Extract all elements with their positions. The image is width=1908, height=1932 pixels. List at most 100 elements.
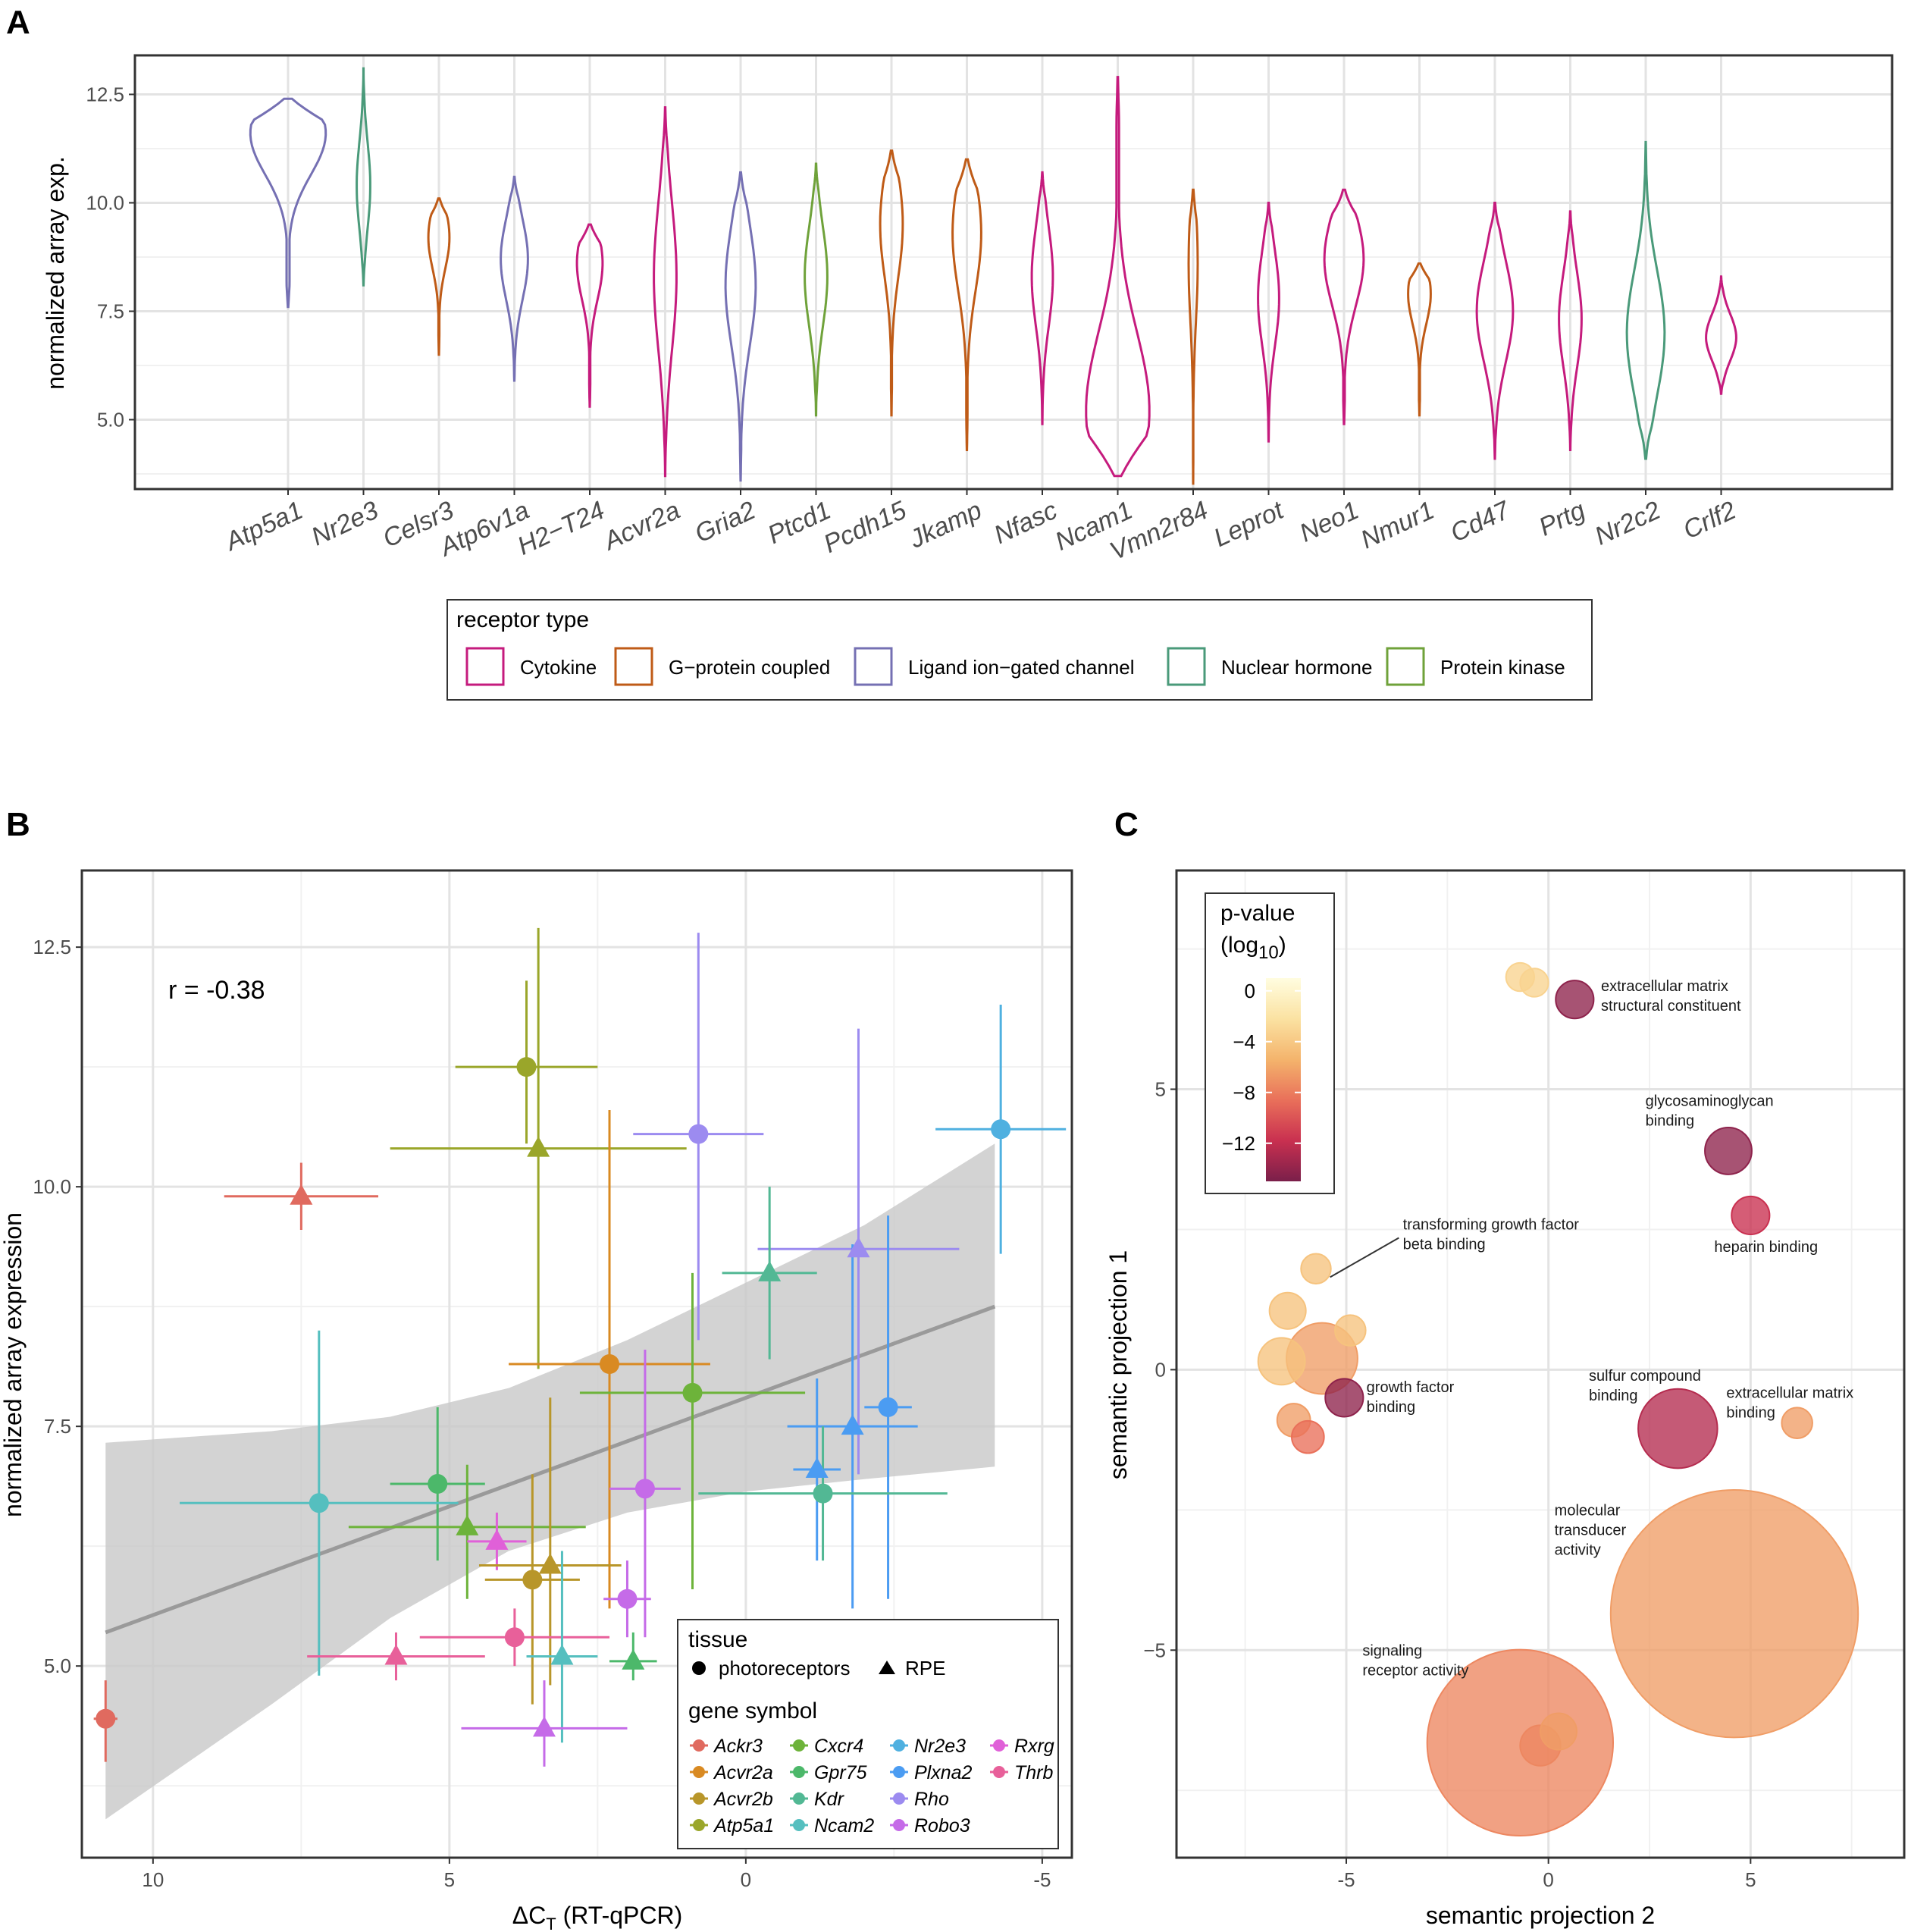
term-label: transducer: [1555, 1523, 1627, 1539]
photoreceptor-point: [682, 1382, 703, 1403]
term-label: binding: [1367, 1399, 1416, 1416]
legend-label: Rxrg: [1014, 1736, 1054, 1757]
term-bubble: [1704, 1126, 1753, 1175]
x-tick-label: Nr2e3: [307, 496, 383, 552]
photoreceptor-point: [878, 1397, 898, 1417]
legend-label: Ligand ion−gated channel: [908, 656, 1135, 679]
rpe-point: [532, 1716, 556, 1737]
y-axis-title: normalized array exp.: [42, 156, 69, 390]
data-points: [96, 1057, 1011, 1737]
x-tick-label: Cd47: [1446, 495, 1515, 547]
term-label: activity: [1555, 1542, 1601, 1559]
legend-key: [465, 647, 505, 686]
scatter-chart-panel: 5.0 7.5 10.0 12.5 10 5 0 -5 r = -0.38 normaliz…: [0, 869, 1073, 1932]
y-axis-title: semantic projection 1: [1104, 1250, 1132, 1479]
legend-label: Cytokine: [520, 656, 597, 679]
y-axis: −5 0 5: [1143, 1078, 1176, 1661]
bubble-chart-panel: extracellular matrix structural constitue…: [1104, 869, 1906, 1929]
colorbar-tick-label: −4: [1233, 1030, 1255, 1053]
rpe-point: [527, 1136, 550, 1157]
y-axis: 5.0 7.5 10.0 12.5: [33, 936, 82, 1677]
colorbar-subtitle: (log10): [1220, 933, 1286, 963]
panel-label-c: C: [1114, 806, 1139, 843]
receptor-type-legend: receptor type Cytokine G−protein coupled L…: [446, 599, 1593, 701]
legend-label: Acvr2a: [713, 1762, 773, 1783]
violin: [1475, 202, 1515, 460]
term-bubble: [1540, 1712, 1577, 1751]
x-tick-label: 0: [1543, 1868, 1553, 1891]
legend-key-dot: [793, 1766, 805, 1778]
term-label: structural constituent: [1601, 998, 1741, 1015]
legend-key-dot: [693, 1766, 705, 1778]
legend-key: [1386, 647, 1425, 686]
circle-icon: [692, 1661, 706, 1675]
legend-label: Robo3: [914, 1815, 970, 1836]
y-tick-label: 10.0: [86, 191, 124, 214]
violin: [1705, 275, 1737, 395]
colorbar-tick-label: −12: [1222, 1132, 1255, 1155]
x-axis: 10 5 0 -5: [142, 1858, 1051, 1891]
photoreceptor-point: [688, 1124, 709, 1144]
legend-label: G−protein coupled: [669, 656, 830, 679]
photoreceptor-point: [504, 1627, 525, 1648]
x-tick-label: Jkamp: [904, 496, 986, 554]
panel-label-a: A: [6, 4, 30, 41]
rpe-point: [622, 1648, 645, 1670]
rpe-point: [538, 1553, 562, 1574]
legend-label: Nuclear hormone: [1221, 656, 1372, 679]
violin: [804, 162, 829, 417]
photoreceptor-point: [428, 1474, 448, 1494]
x-tick-label: Gria2: [691, 496, 760, 549]
term-bubble: [1519, 968, 1549, 998]
bubbles: [1257, 961, 1859, 1837]
legend-label: Acvr2b: [713, 1789, 773, 1810]
y-tick-label: 5.0: [97, 408, 124, 431]
legend-key-dot: [793, 1819, 805, 1831]
rpe-point: [841, 1414, 864, 1435]
x-tick-label: 5: [1745, 1868, 1756, 1891]
violin: [1257, 202, 1280, 443]
legend-label: Nr2e3: [914, 1736, 966, 1757]
tissue-legend-title: tissue: [688, 1627, 747, 1652]
term-bubble: [1291, 1419, 1325, 1454]
x-tick-label: -5: [1033, 1868, 1051, 1891]
y-tick-label: 0: [1155, 1358, 1166, 1381]
x-tick-label: Atp5a1: [220, 496, 308, 557]
photoreceptor-point: [634, 1479, 655, 1499]
x-tick-label: Nr2c2: [1590, 496, 1665, 551]
legend-label: Thrb: [1014, 1762, 1054, 1783]
violin: [879, 149, 904, 417]
term-bubble: [1268, 1291, 1307, 1330]
legend-label: Plxna2: [914, 1762, 973, 1783]
term-bubble: [1324, 1378, 1364, 1418]
photoreceptor-point: [991, 1119, 1011, 1140]
y-tick-label: 12.5: [33, 936, 71, 958]
x-axis-title: semantic projection 2: [1426, 1902, 1655, 1929]
y-tick-label: 5: [1155, 1078, 1166, 1101]
legend-key-dot: [993, 1766, 1005, 1778]
legend-label: Gpr75: [814, 1762, 867, 1783]
rpe-point: [290, 1184, 313, 1205]
legend-label: Protein kinase: [1440, 656, 1565, 679]
legend-label: Atp5a1: [713, 1815, 774, 1836]
tissue-legend-rpe: RPE: [905, 1657, 945, 1680]
legend-key-dot: [893, 1766, 905, 1778]
photoreceptor-point: [309, 1493, 329, 1513]
photoreceptor-point: [813, 1483, 833, 1504]
violin-chart-panel: 5.0 7.5 10.0 12.5 Atp5a1 Nr2e3Celsr3Atp6v1aH…: [42, 54, 1894, 701]
colorbar-title: p-value: [1220, 901, 1295, 926]
y-axis-title: normalized array expression: [0, 1212, 27, 1517]
term-label: extracellular matrix: [1726, 1385, 1853, 1401]
rpe-point: [847, 1237, 870, 1258]
x-tick-label: 0: [741, 1868, 751, 1891]
term-label: molecular: [1555, 1503, 1621, 1520]
violin: [1187, 188, 1199, 485]
term-label: transforming growth factor: [1403, 1216, 1580, 1233]
x-tick-label: 10: [142, 1868, 164, 1891]
violin: [356, 67, 371, 287]
x-tick-label: Nfasc: [990, 496, 1062, 550]
grid: [135, 55, 1892, 489]
term-label: sulfur compound: [1589, 1368, 1701, 1385]
bubble-labels: extracellular matrix structural constitue…: [1362, 978, 1853, 1680]
legend-key-dot: [893, 1739, 905, 1752]
